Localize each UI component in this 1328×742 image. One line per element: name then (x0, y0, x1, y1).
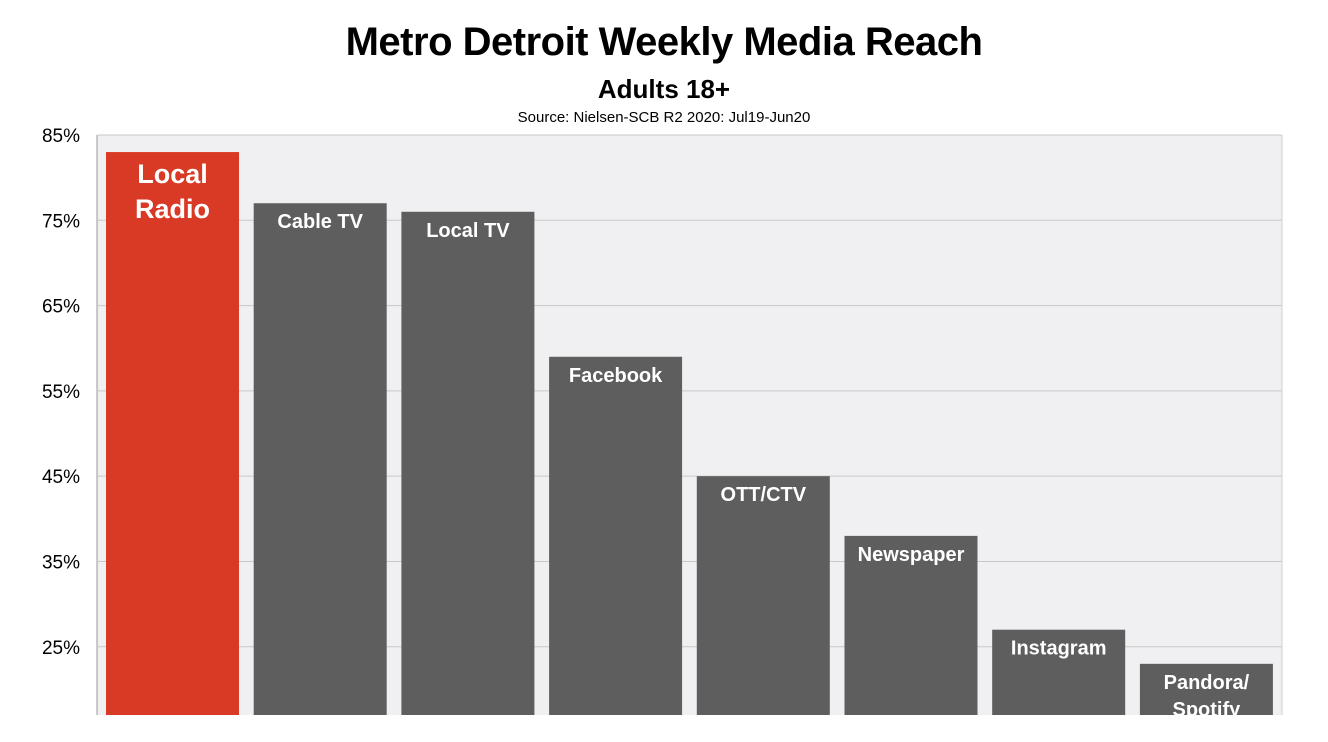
bars (106, 152, 1273, 715)
bar-7 (992, 629, 1126, 715)
bar-3 (401, 211, 535, 715)
y-axis-ticks: 85% 75% 65% 55% 45% 35% 25% (42, 126, 80, 659)
bar-8 (1139, 663, 1273, 715)
y-tick-label: 55% (42, 382, 80, 403)
bar-label-line: Spotify (1173, 699, 1242, 721)
bar-label-line: Facebook (569, 365, 663, 387)
bar-label-line: OTT/CTV (721, 484, 807, 506)
bar-label-4: Facebook (569, 365, 663, 387)
bar-label-6: Newspaper (858, 544, 965, 566)
bar-label-line: Cable TV (277, 211, 363, 233)
y-tick-label: 75% (42, 211, 80, 232)
chart-source: Source: Nielsen-SCB R2 2020: Jul19-Jun20 (517, 109, 811, 126)
bar-label-8: Pandora/Spotify (1164, 672, 1250, 721)
bar-label-7: Instagram (1011, 638, 1107, 660)
bar-label-line: Newspaper (858, 544, 965, 566)
bar-label-line: Local TV (426, 220, 510, 242)
chart-title: Metro Detroit Weekly Media Reach (345, 20, 983, 64)
bar-label-line: Pandora/ (1164, 672, 1250, 694)
bar-label-5: OTT/CTV (721, 484, 807, 506)
bar-label-line: Instagram (1011, 638, 1107, 660)
y-tick-label: 85% (42, 126, 80, 147)
bar-label-2: Cable TV (277, 211, 363, 233)
bar-4 (549, 356, 683, 715)
y-tick-label: 45% (42, 467, 80, 488)
bar-labels: Local Radio Cable TV Local TV Facebook OTT/CT… (135, 159, 1250, 721)
bar-label-3: Local TV (426, 220, 510, 242)
bar-label-line: Radio (135, 194, 210, 224)
chart-subtitle: Adults 18+ (597, 74, 731, 104)
y-tick-label: 65% (42, 297, 80, 318)
bar-label-1: Local Radio (135, 159, 210, 224)
bar-6 (844, 535, 978, 715)
y-tick-label: 25% (42, 638, 80, 659)
bar-1 (106, 152, 239, 715)
y-tick-label: 35% (42, 552, 80, 573)
bar-2 (253, 203, 387, 715)
bar-label-line: Local (137, 159, 208, 189)
bar-5 (696, 476, 830, 715)
